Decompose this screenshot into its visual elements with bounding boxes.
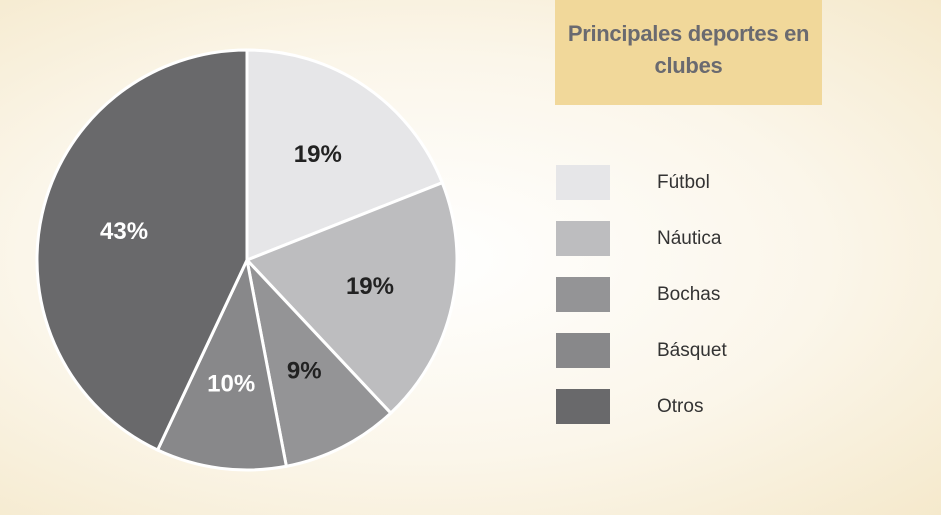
slice-label: 43%: [100, 218, 148, 245]
chart-title: Principales deportes en clubes: [555, 0, 822, 105]
legend-label: Fútbol: [657, 172, 710, 193]
pie-slice: [155, 255, 289, 472]
slice-label: 10%: [207, 370, 255, 397]
legend-label: Bochas: [657, 284, 720, 305]
slice-label: 19%: [346, 273, 394, 300]
legend-swatch: [556, 333, 610, 368]
pie-slice: [35, 48, 249, 453]
pie-slice: [244, 255, 393, 469]
slice-label: 9%: [287, 358, 322, 385]
legend-swatch: [556, 277, 610, 312]
pie-slice: [245, 48, 445, 263]
legend-swatch: [556, 389, 610, 424]
legend-label: Otros: [657, 396, 703, 417]
legend-label: Náutica: [657, 228, 722, 249]
legend-swatch: [556, 165, 610, 200]
legend-label: Básquet: [657, 340, 727, 361]
pie-slice: [244, 180, 459, 416]
slice-label: 19%: [294, 141, 342, 168]
legend-swatch: [556, 221, 610, 256]
